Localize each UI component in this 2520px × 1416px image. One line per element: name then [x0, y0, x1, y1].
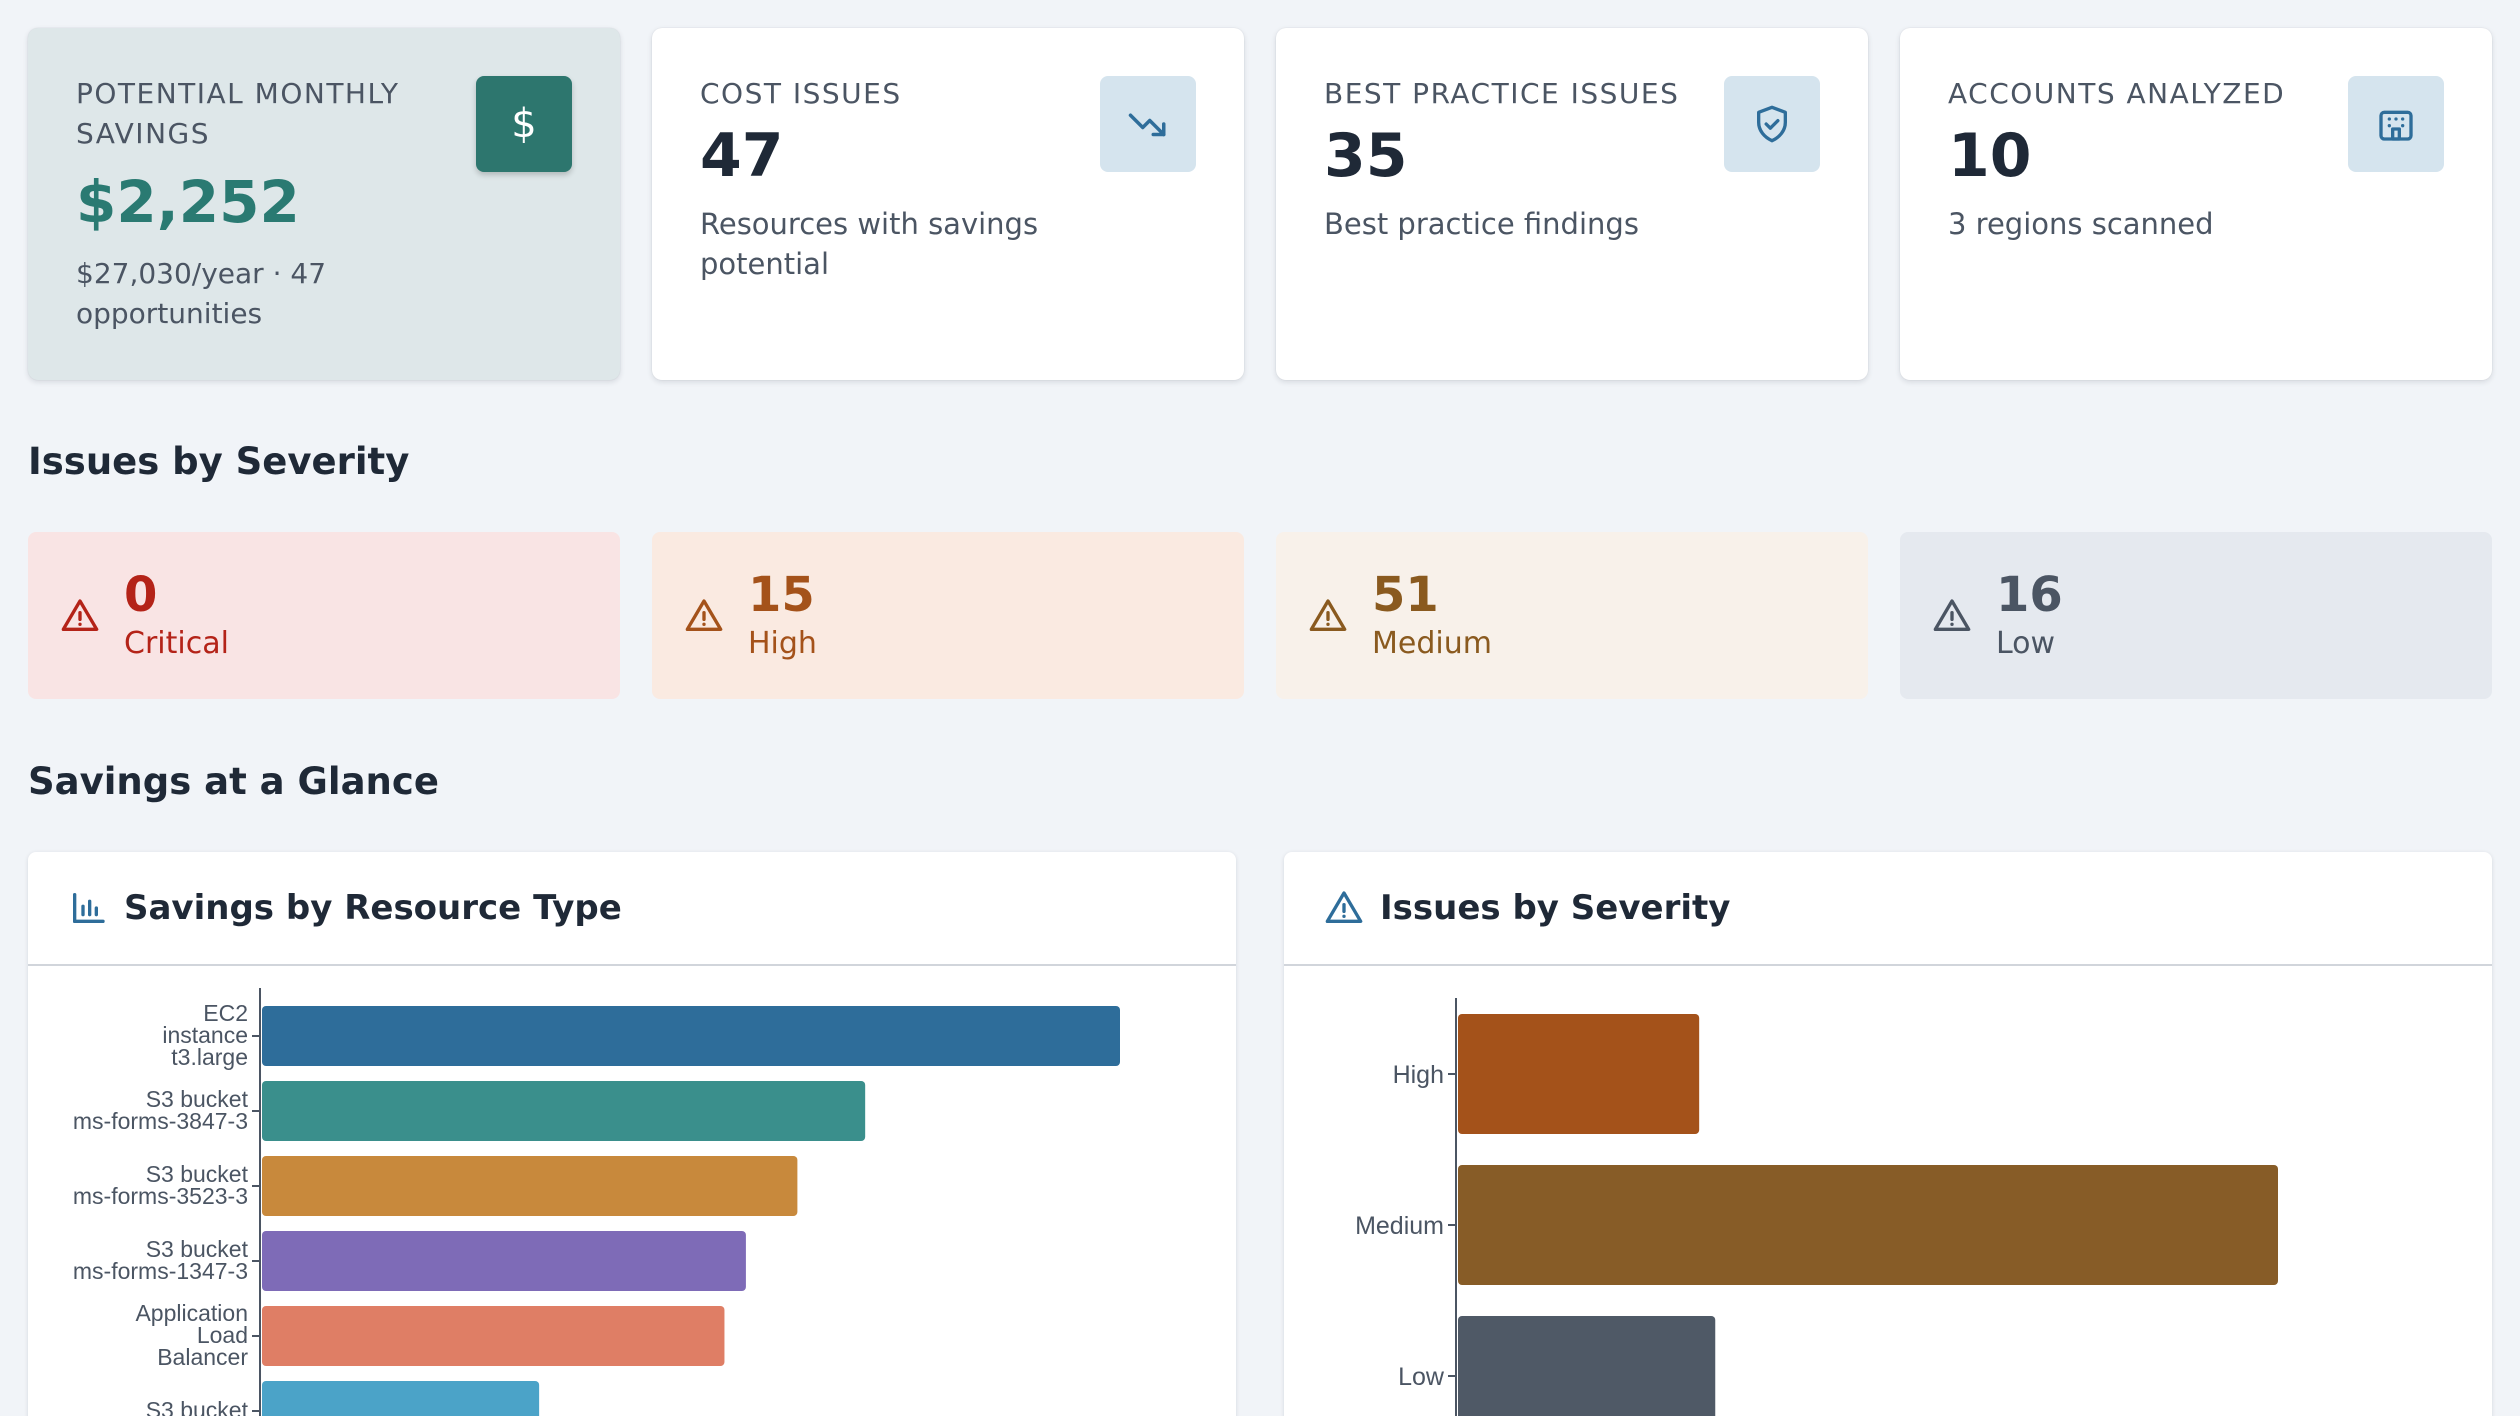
stat-label: POTENTIAL MONTHLY SAVINGS — [76, 77, 400, 150]
stat-value: $2,252 — [76, 168, 300, 236]
chart-bar[interactable] — [262, 1081, 866, 1141]
accounts-analyzed-card: ACCOUNTS ANALYZED 10 3 regions scanned — [1900, 28, 2492, 380]
panel-header: Savings by Resource Type — [28, 852, 1236, 966]
category-label: S3 bucket — [146, 1236, 249, 1262]
category-label: S3 bucket — [146, 1086, 249, 1112]
stat-subtext: 3 regions scanned — [1948, 207, 2214, 241]
trending-down-icon — [1100, 76, 1196, 172]
chart-bar[interactable] — [262, 1156, 798, 1216]
severity-section-title: Issues by Severity — [28, 440, 410, 483]
severity-count: 0 — [124, 566, 158, 623]
warning-icon — [1933, 598, 1971, 631]
chart-bar[interactable] — [1458, 1014, 1700, 1134]
chart-bar[interactable] — [262, 1231, 746, 1291]
severity-name: High — [748, 625, 817, 661]
glance-section-title: Savings at a Glance — [28, 760, 439, 803]
severity-count: 51 — [1372, 566, 1439, 623]
warning-icon — [61, 598, 99, 631]
severity-count: 15 — [748, 566, 815, 623]
best-practice-card: BEST PRACTICE ISSUES 35 Best practice fi… — [1276, 28, 1868, 380]
panel-header: Issues by Severity — [1284, 852, 2492, 966]
chart-bar[interactable] — [1458, 1165, 2278, 1285]
category-label: Load — [197, 1322, 248, 1348]
category-label: Application — [135, 1300, 248, 1326]
chart-bar[interactable] — [262, 1006, 1120, 1066]
severity-row: 0 Critical 15 High 51 Medium 16 Low — [28, 532, 2492, 699]
issues-by-severity-panel: Issues by Severity High Medium Low — [1284, 852, 2492, 1416]
severity-card-high[interactable]: 15 High — [652, 532, 1244, 699]
stat-label: ACCOUNTS ANALYZED — [1948, 77, 2286, 110]
stat-subtext: Resources with savings potential — [700, 207, 1039, 281]
stat-label: COST ISSUES — [700, 77, 902, 110]
stat-subtext: $27,030/year · 47 opportunities — [76, 257, 327, 330]
panel-title: Savings by Resource Type — [124, 888, 622, 928]
severity-name: Critical — [124, 625, 229, 661]
stat-value: 10 — [1948, 121, 2032, 191]
warning-icon — [1325, 891, 1363, 923]
category-label: Low — [1398, 1363, 1445, 1391]
dollar-glyph: $ — [511, 101, 537, 147]
category-label: S3 bucket — [146, 1397, 249, 1416]
stat-value: 35 — [1324, 121, 1408, 191]
stat-subtext: Best practice findings — [1324, 207, 1639, 241]
category-label: EC2 — [203, 1000, 248, 1026]
category-label: ms-forms-1347-3 — [73, 1258, 248, 1284]
category-label: t3.large — [171, 1044, 248, 1070]
savings-by-resource-panel: Savings by Resource Type EC2 instance t3.l… — [28, 852, 1236, 1416]
stat-value: 47 — [700, 121, 784, 191]
severity-card-low[interactable]: 16 Low — [1900, 532, 2492, 699]
stat-label: BEST PRACTICE ISSUES — [1324, 77, 1680, 110]
warning-icon — [1309, 598, 1347, 631]
category-label: ms-forms-3847-3 — [73, 1108, 248, 1134]
dollar-icon: $ — [476, 76, 572, 172]
bar-chart-icon — [73, 893, 105, 923]
category-label: S3 bucket — [146, 1161, 249, 1187]
category-label: Medium — [1355, 1212, 1444, 1240]
issues-by-severity-chart: High Medium Low — [1355, 998, 2278, 1416]
monthly-savings-card: POTENTIAL MONTHLY SAVINGS $2,252 $27,030… — [28, 28, 620, 380]
stats-row: POTENTIAL MONTHLY SAVINGS $2,252 $27,030… — [28, 28, 2492, 380]
category-label: High — [1393, 1061, 1444, 1089]
chart-bar[interactable] — [262, 1306, 725, 1366]
category-label: ms-forms-3523-3 — [73, 1183, 248, 1209]
severity-name: Low — [1996, 625, 2056, 661]
severity-card-critical[interactable]: 0 Critical — [28, 532, 620, 699]
shield-check-icon — [1724, 76, 1820, 172]
panel-title: Issues by Severity — [1380, 888, 1731, 928]
category-label: Balancer — [157, 1344, 248, 1370]
cost-issues-card: COST ISSUES 47 Resources with savings po… — [652, 28, 1244, 380]
chart-bar[interactable] — [1458, 1316, 1716, 1416]
severity-card-medium[interactable]: 51 Medium — [1276, 532, 1868, 699]
warning-icon — [685, 598, 723, 631]
severity-count: 16 — [1996, 566, 2063, 623]
building-icon — [2348, 76, 2444, 172]
category-label: instance — [162, 1022, 248, 1048]
severity-name: Medium — [1372, 625, 1492, 661]
chart-bar[interactable] — [262, 1381, 540, 1416]
